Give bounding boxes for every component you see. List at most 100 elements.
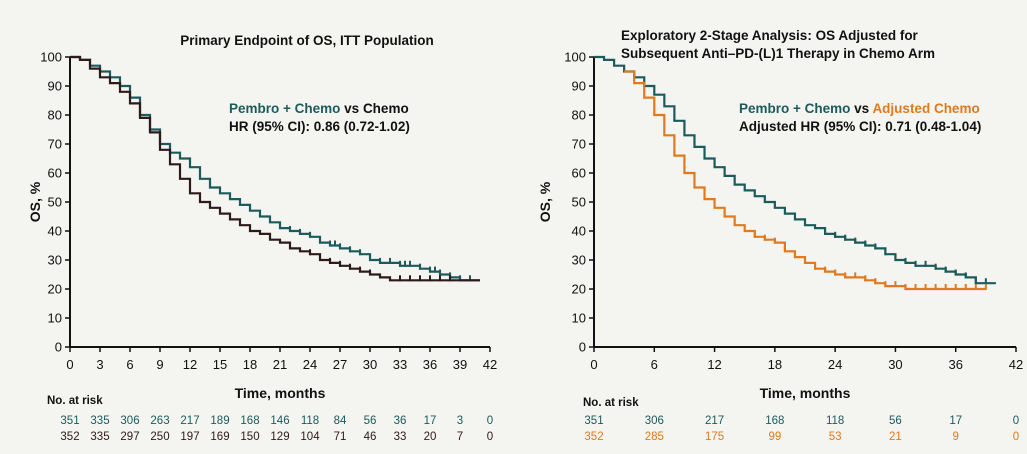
risk-table-label: No. at risk xyxy=(47,395,103,407)
risk-table-cell: 0 xyxy=(487,415,493,427)
x-tick-label: 6 xyxy=(126,357,133,372)
y-tick-label: 10 xyxy=(572,311,586,326)
comparison-label: Pembro + Chemo vs Adjusted Chemo xyxy=(739,101,980,116)
risk-table-cell: 217 xyxy=(705,415,724,427)
y-tick-label: 100 xyxy=(564,50,586,65)
y-tick-label: 60 xyxy=(48,166,62,181)
risk-table-cell: 36 xyxy=(394,415,407,427)
risk-table-cell: 169 xyxy=(210,431,229,443)
y-tick-label: 10 xyxy=(48,311,62,326)
risk-table-cell: 84 xyxy=(334,415,347,427)
risk-table-cell: 297 xyxy=(120,431,139,443)
y-tick-label: 0 xyxy=(55,340,62,355)
x-tick-label: 30 xyxy=(888,357,902,372)
risk-table-cell: 168 xyxy=(765,415,784,427)
km-curve-pembro xyxy=(594,55,996,285)
risk-table-cell: 285 xyxy=(645,431,664,443)
y-tick-label: 40 xyxy=(572,224,586,239)
x-tick-label: 15 xyxy=(213,357,227,372)
risk-table-cell: 17 xyxy=(949,415,962,427)
risk-table-cell: 0 xyxy=(1013,415,1019,427)
risk-table-cell: 150 xyxy=(240,431,259,443)
x-tick-label: 42 xyxy=(1009,357,1023,372)
comparison-arm-a: Pembro + Chemo xyxy=(229,101,340,116)
risk-table-cell: 129 xyxy=(270,431,289,443)
risk-table-cell: 351 xyxy=(584,415,603,427)
y-tick-label: 90 xyxy=(48,79,62,94)
risk-table-cell: 17 xyxy=(424,415,437,427)
y-tick-label: 20 xyxy=(572,282,586,297)
risk-table-cell: 118 xyxy=(301,415,319,427)
km-curve-chemo xyxy=(70,55,480,282)
y-tick-label: 0 xyxy=(579,340,586,355)
km-curve-adjusted-chemo xyxy=(624,70,986,291)
risk-table-cell: 146 xyxy=(270,415,289,427)
y-axis-label: OS, % xyxy=(537,181,553,222)
x-tick-label: 21 xyxy=(273,357,287,372)
risk-table-cell: 352 xyxy=(584,431,603,443)
km-curve-pembro xyxy=(70,55,480,282)
risk-table-cell: 0 xyxy=(487,431,493,443)
risk-table-cell: 33 xyxy=(394,431,407,443)
chart-title: Exploratory 2-Stage Analysis: OS Adjuste… xyxy=(621,28,919,43)
risk-table-cell: 335 xyxy=(90,431,109,443)
y-tick-label: 100 xyxy=(40,50,62,65)
risk-table-cell: 250 xyxy=(150,431,169,443)
x-tick-label: 39 xyxy=(453,357,467,372)
risk-table-cell: 306 xyxy=(645,415,664,427)
y-tick-label: 60 xyxy=(572,166,586,181)
chart-subtitle: Subsequent Anti–PD-(L)1 Therapy in Chemo… xyxy=(621,46,935,61)
risk-table-cell: 53 xyxy=(829,431,842,443)
risk-table-cell: 20 xyxy=(424,431,437,443)
y-tick-label: 50 xyxy=(572,195,586,210)
risk-table-cell: 3 xyxy=(457,415,463,427)
y-tick-label: 70 xyxy=(48,137,62,152)
x-tick-label: 12 xyxy=(183,357,197,372)
x-tick-label: 36 xyxy=(423,357,437,372)
risk-table-cell: 46 xyxy=(364,431,377,443)
risk-table-cell: 56 xyxy=(889,415,902,427)
x-tick-label: 42 xyxy=(483,357,497,372)
chart-title: Primary Endpoint of OS, ITT Population xyxy=(180,33,434,48)
x-tick-label: 12 xyxy=(707,357,721,372)
y-axis-label: OS, % xyxy=(27,181,43,222)
km-panel-1: Primary Endpoint of OS, ITT Population 0 1… xyxy=(27,33,497,443)
x-tick-label: 27 xyxy=(333,357,347,372)
y-tick-label: 30 xyxy=(48,253,62,268)
x-tick-label: 36 xyxy=(948,357,962,372)
risk-table-cell: 71 xyxy=(334,431,347,443)
comparison-label: Pembro + Chemo vs Chemo xyxy=(229,101,409,116)
comparison-vs: vs xyxy=(340,101,363,116)
y-tick-label: 40 xyxy=(48,224,62,239)
risk-table-cell: 168 xyxy=(240,415,259,427)
risk-table-cell: 189 xyxy=(210,415,229,427)
risk-table-cell: 351 xyxy=(60,415,79,427)
x-tick-label: 33 xyxy=(393,357,407,372)
comparison-arm-b: Adjusted Chemo xyxy=(872,101,979,116)
x-tick-label: 30 xyxy=(363,357,377,372)
x-tick-label: 24 xyxy=(828,357,842,372)
y-tick-label: 90 xyxy=(572,79,586,94)
risk-table-label: No. at risk xyxy=(583,397,639,409)
x-axis-label: Time, months xyxy=(235,385,326,401)
y-tick-label: 20 xyxy=(48,282,62,297)
risk-table-cell: 175 xyxy=(705,431,724,443)
risk-table-cell: 352 xyxy=(60,431,79,443)
km-panel-2: Exploratory 2-Stage Analysis: OS Adjuste… xyxy=(537,28,1023,443)
y-tick-label: 80 xyxy=(572,108,586,123)
risk-table-cell: 306 xyxy=(120,415,139,427)
x-tick-label: 18 xyxy=(768,357,782,372)
risk-table-cell: 9 xyxy=(953,431,959,443)
risk-table-cell: 263 xyxy=(150,415,169,427)
x-tick-label: 0 xyxy=(66,357,73,372)
comparison-arm-b: Chemo xyxy=(363,101,409,116)
risk-table-cell: 21 xyxy=(889,431,902,443)
x-tick-label: 18 xyxy=(243,357,257,372)
y-tick-label: 80 xyxy=(48,108,62,123)
risk-table-cell: 197 xyxy=(180,431,199,443)
x-tick-label: 3 xyxy=(96,357,103,372)
x-tick-label: 9 xyxy=(156,357,163,372)
x-tick-label: 0 xyxy=(590,357,597,372)
risk-table-cell: 217 xyxy=(180,415,199,427)
